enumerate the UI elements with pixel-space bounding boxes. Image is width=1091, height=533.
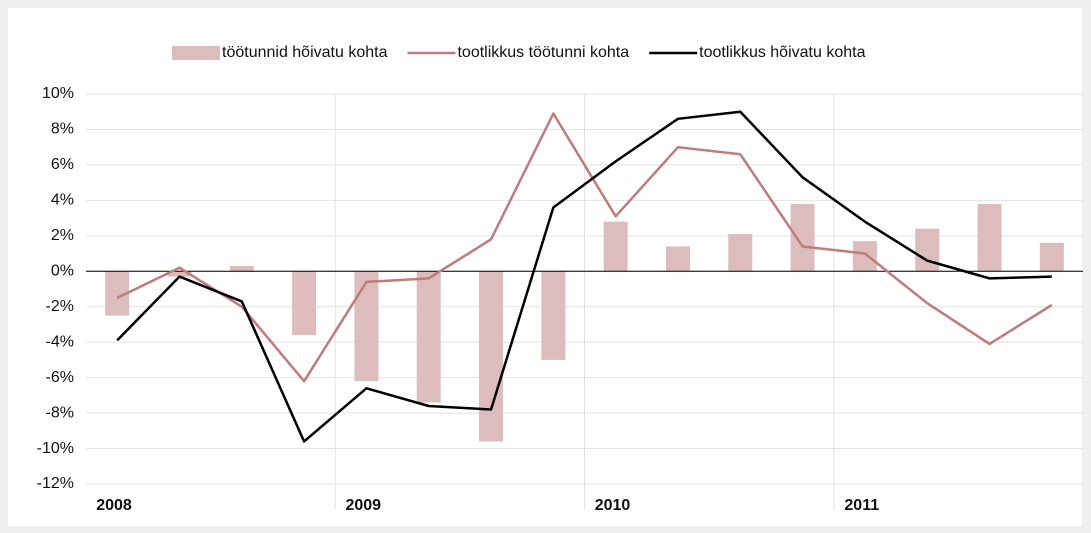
bar [603, 221, 628, 272]
y-tick-label: -2% [46, 298, 74, 315]
legend-swatch [172, 46, 220, 60]
x-tick-label: 2011 [844, 497, 879, 514]
y-tick-label: 6% [51, 156, 74, 173]
bar [915, 228, 940, 272]
x-tick-label: 2008 [96, 497, 132, 514]
bar [292, 271, 317, 336]
bar [665, 246, 690, 272]
bar [541, 271, 566, 360]
line [116, 110, 1052, 443]
bar [229, 265, 254, 272]
y-tick-label: 8% [51, 121, 74, 138]
legend-label: töötunnid hõivatu kohta [222, 44, 388, 61]
x-tick-label: 2010 [595, 497, 631, 514]
bar [852, 241, 877, 272]
y-tick-label: 0% [51, 262, 74, 279]
bar [479, 271, 504, 442]
bar [354, 271, 379, 382]
line [116, 112, 1053, 383]
legend-label: tootlikkus hõivatu kohta [699, 44, 865, 61]
y-tick-label: -4% [46, 333, 74, 350]
bar [167, 271, 192, 277]
y-tick-label: -6% [46, 369, 74, 386]
x-tick-label: 2009 [345, 497, 381, 514]
y-tick-label: -8% [46, 404, 74, 421]
bar [790, 203, 815, 272]
bar [728, 234, 753, 272]
y-tick-label: -12% [37, 475, 74, 492]
y-tick-label: -10% [37, 440, 74, 457]
y-tick-label: 2% [51, 227, 74, 244]
bar [977, 203, 1002, 272]
bar [1039, 242, 1064, 272]
y-tick-label: 4% [51, 192, 74, 209]
y-tick-label: 10% [42, 85, 74, 102]
legend-label: tootlikkus töötunni kohta [457, 44, 629, 61]
bar [416, 271, 441, 403]
